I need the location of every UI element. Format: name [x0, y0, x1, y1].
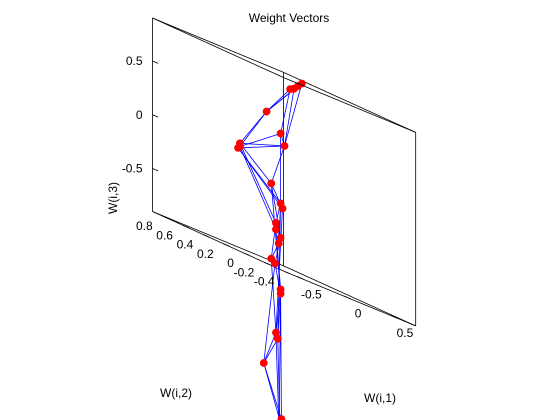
x-tick-mark: [343, 295, 351, 300]
x-tick-label: 0.5: [397, 326, 414, 340]
weight-edge: [239, 143, 272, 184]
weight-edge: [275, 332, 280, 420]
chart-title: Weight Vectors: [249, 11, 329, 25]
x-tick-label: 0: [355, 307, 362, 321]
y-tick-mark: [284, 271, 291, 275]
axis-ticks: -0.500.5-0.4-0.200.20.40.60.8-0.500.5: [122, 54, 414, 340]
weight-point: [276, 199, 285, 208]
y-tick-label: -0.4: [254, 275, 275, 289]
y-tick-label: -0.2: [234, 265, 255, 279]
weight-edge: [263, 362, 281, 420]
weight-edge: [277, 203, 282, 339]
weight-point: [267, 179, 276, 188]
weight-edge: [278, 293, 282, 420]
weight-edge: [284, 88, 295, 147]
z-tick-label: 0: [136, 108, 143, 122]
weight-edge: [270, 258, 277, 333]
y-tick-mark: [162, 215, 169, 219]
weight-point: [234, 144, 242, 152]
weight-point: [259, 359, 268, 367]
z-tick-label: -0.5: [122, 162, 143, 176]
z-tick-mark: [152, 114, 159, 118]
box-edge: [284, 77, 416, 133]
weight-point: [273, 334, 282, 343]
weight-edge: [263, 338, 279, 364]
box-edge: [152, 211, 284, 267]
y-tick-label: 0.6: [156, 228, 173, 242]
box-edge: [152, 17, 285, 79]
weight-edge: [266, 88, 291, 112]
y-tick-mark: [182, 225, 189, 229]
weight-point: [276, 129, 285, 138]
x-tick-label: -0.5: [301, 287, 322, 301]
weight-edge: [239, 133, 281, 147]
weight-edge: [263, 263, 276, 364]
z-axis-label: W(i,3): [106, 182, 120, 214]
y-tick-mark: [243, 252, 250, 256]
weight-edge: [280, 289, 282, 420]
y-axis-label: W(i,2): [160, 386, 192, 400]
weight-edge: [239, 143, 277, 224]
x-tick-mark: [390, 314, 398, 319]
weight-point: [280, 142, 289, 150]
y-tick-mark: [264, 261, 271, 266]
z-tick-mark: [152, 60, 159, 64]
weight-edge: [275, 229, 282, 290]
weight-point: [276, 289, 285, 298]
axes-box-front: [152, 17, 416, 133]
axes-box-back: [152, 17, 417, 327]
box-edge: [283, 72, 416, 133]
y-tick-mark: [223, 243, 230, 247]
weight-point: [271, 259, 279, 268]
y-tick-label: 0.2: [197, 247, 214, 261]
box-edge: [152, 211, 285, 272]
weight-edge: [237, 147, 281, 204]
weight-edge: [239, 111, 267, 147]
weight-edges: [237, 83, 303, 420]
weight-point: [272, 225, 280, 234]
y-tick-label: 0.8: [136, 219, 153, 233]
weight-point: [262, 107, 271, 116]
weight-point: [277, 415, 286, 420]
weight-edge: [280, 89, 291, 134]
weight-edge: [270, 145, 285, 184]
weight-point: [272, 219, 280, 227]
z-tick-mark: [152, 168, 159, 172]
x-tick-mark: [297, 276, 304, 280]
weight-edge: [284, 83, 303, 147]
x-axis-label: W(i,1): [364, 391, 396, 405]
weight-point: [274, 239, 283, 248]
box-edge: [152, 17, 284, 73]
y-tick-label: 0.4: [177, 238, 194, 252]
weight-edge: [238, 145, 285, 149]
weight-edge: [263, 332, 277, 364]
z-tick-label: 0.5: [126, 54, 143, 68]
y-tick-mark: [203, 234, 210, 238]
y-tick-label: 0: [227, 256, 234, 270]
weight-edge: [239, 146, 277, 230]
weight-point: [286, 85, 295, 94]
box-edge: [283, 265, 416, 327]
weight-edge: [270, 183, 282, 294]
